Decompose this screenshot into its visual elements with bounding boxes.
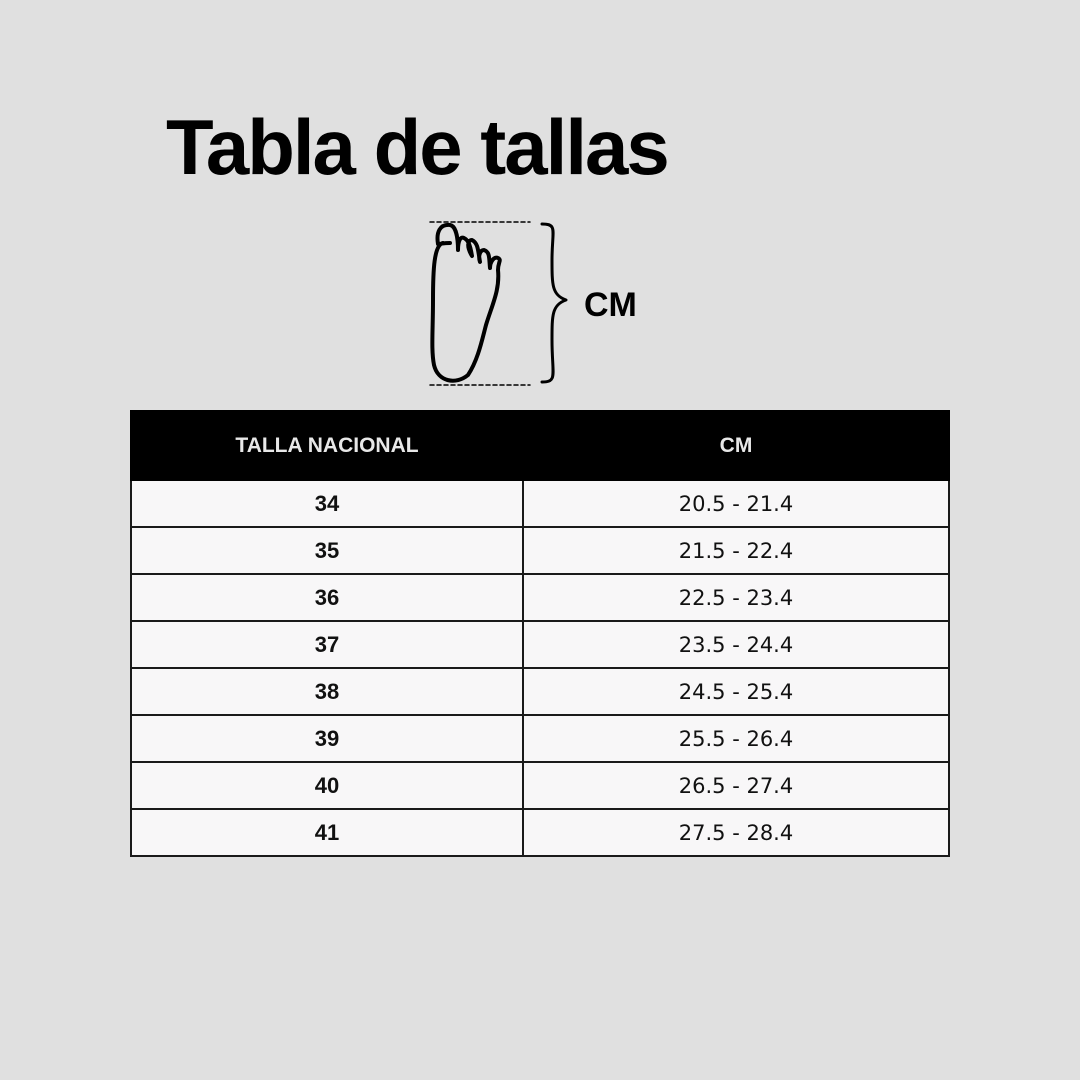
- measure-label: CM: [584, 286, 637, 324]
- table-row: 40 26.5 - 27.4: [130, 761, 950, 810]
- size-cell: 36: [130, 573, 524, 622]
- size-cell: 40: [130, 761, 524, 810]
- page-title: Tabla de tallas: [166, 103, 670, 191]
- size-chart-table: TALLA NACIONAL CM 34 20.5 - 21.4 35 21.5 - …: [130, 410, 950, 857]
- cm-range-cell: 26.5 - 27.4: [522, 761, 950, 810]
- header-talla-nacional: TALLA NACIONAL: [130, 410, 524, 481]
- table-row: 38 24.5 - 25.4: [130, 667, 950, 716]
- table-row: 39 25.5 - 26.4: [130, 714, 950, 763]
- size-cell: 35: [130, 526, 524, 575]
- size-cell: 39: [130, 714, 524, 763]
- size-cell: 38: [130, 667, 524, 716]
- table-row: 35 21.5 - 22.4: [130, 526, 950, 575]
- size-cell: 37: [130, 620, 524, 669]
- cm-range-cell: 27.5 - 28.4: [522, 808, 950, 857]
- cm-range-cell: 24.5 - 25.4: [522, 667, 950, 716]
- table-row: 36 22.5 - 23.4: [130, 573, 950, 622]
- table-header-row: TALLA NACIONAL CM: [130, 410, 950, 481]
- cm-range-cell: 21.5 - 22.4: [522, 526, 950, 575]
- cm-range-cell: 23.5 - 24.4: [522, 620, 950, 669]
- table-row: 41 27.5 - 28.4: [130, 808, 950, 857]
- foot-measure-diagram: [429, 221, 568, 386]
- size-cell: 34: [130, 479, 524, 528]
- cm-range-cell: 22.5 - 23.4: [522, 573, 950, 622]
- size-cell: 41: [130, 808, 524, 857]
- table-row: 34 20.5 - 21.4: [130, 479, 950, 528]
- foot-icon: [429, 221, 568, 386]
- header-cm: CM: [522, 410, 950, 481]
- cm-range-cell: 20.5 - 21.4: [522, 479, 950, 528]
- table-row: 37 23.5 - 24.4: [130, 620, 950, 669]
- cm-range-cell: 25.5 - 26.4: [522, 714, 950, 763]
